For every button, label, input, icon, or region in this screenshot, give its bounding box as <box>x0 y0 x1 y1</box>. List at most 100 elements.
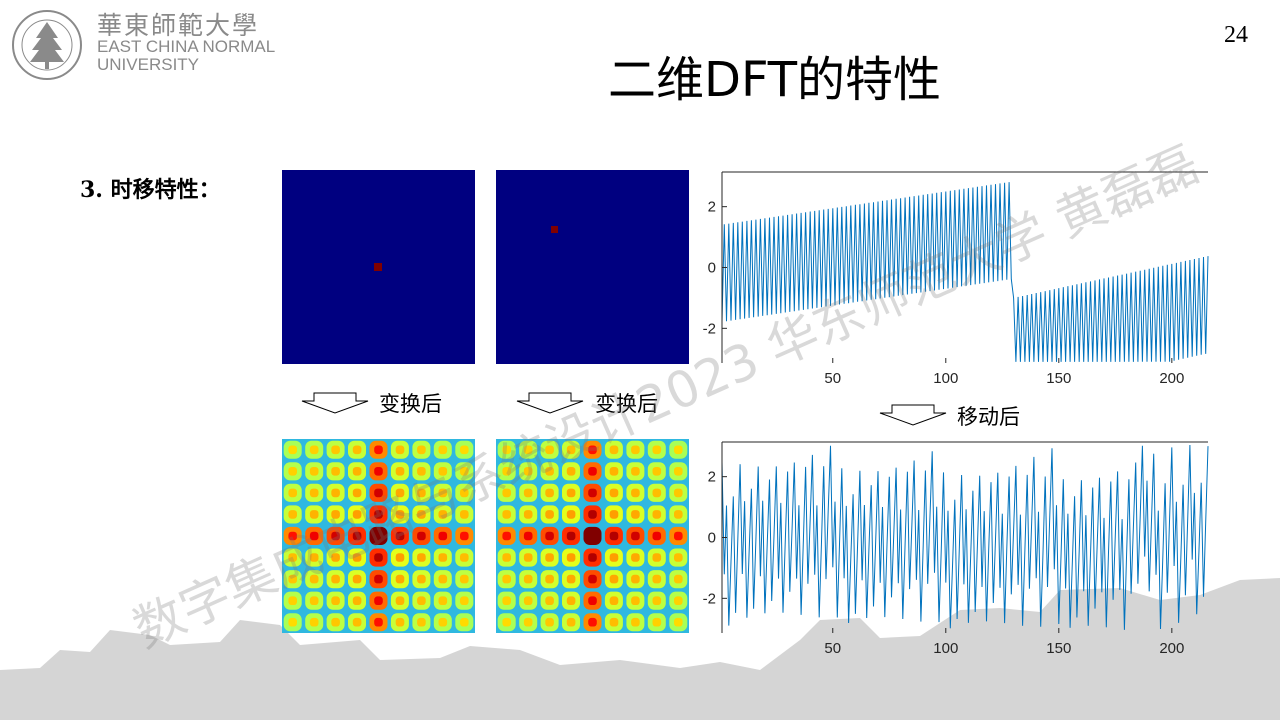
transform-label-left: 变换后 <box>379 392 442 416</box>
spectrum-lobe-core <box>631 510 640 519</box>
spectrum-lobe-core <box>331 596 340 605</box>
spectrum-lobe-core <box>460 531 469 541</box>
spectrum-lobe-core <box>545 488 554 498</box>
spectrum-lobe-core <box>545 596 554 605</box>
spectrum-lobe-core <box>652 574 662 584</box>
phase-series-line <box>721 444 1209 630</box>
spectrum-lobe-core <box>460 596 469 605</box>
spectrum-lobe-core <box>566 488 576 498</box>
spectrum-lobe-core <box>309 445 319 455</box>
spectrum-lobe-core <box>609 488 619 498</box>
spectrum-lobe-core <box>566 553 576 562</box>
spectrum-lobe-core <box>460 553 469 562</box>
spectrum-lobe-core <box>588 553 597 562</box>
magnitude-spectrum-original <box>282 439 475 633</box>
spectrum-lobe-core <box>523 553 533 562</box>
spectrum-lobe-core <box>460 510 469 519</box>
spectrum-lobe-core <box>438 445 448 455</box>
spectrum-lobe-core <box>417 510 426 519</box>
spectrum-lobe-core <box>352 617 362 627</box>
logo-chinese-name: 華東師範大學 <box>97 11 260 40</box>
x-tick-label: 150 <box>1046 640 1071 657</box>
campus-skyline-background <box>0 578 1280 720</box>
spectrum-lobe-core <box>523 510 533 519</box>
y-tick-label: -2 <box>703 320 716 337</box>
spectrum-lobe-core <box>631 553 640 562</box>
y-tick-label: 2 <box>708 469 716 486</box>
x-tick-label: 200 <box>1159 640 1184 657</box>
logo-english-line2: UNIVERSITY <box>97 55 200 74</box>
spectrum-lobe-core <box>674 531 683 541</box>
spectrum-lobe-core <box>502 488 511 498</box>
spectrum-lobe-core <box>545 531 554 541</box>
down-arrow-right-icon <box>879 404 947 426</box>
spectrum-lobe-core <box>417 553 426 562</box>
spectrum-lobe-core <box>502 510 511 519</box>
spectrum-lobe-core <box>288 510 297 519</box>
spectrum-lobe-core <box>652 617 662 627</box>
spectrum-lobe-core <box>331 531 340 541</box>
spectrum-lobe-core <box>438 488 448 498</box>
spectrum-lobe-core <box>309 596 319 605</box>
spectrum-lobe-core <box>588 596 597 605</box>
page-number: 24 <box>1224 22 1248 48</box>
spectrum-lobe-core <box>395 531 405 541</box>
impulse-point <box>374 263 382 271</box>
spectrum-lobe-core <box>609 531 619 541</box>
original-impulse-image <box>282 170 475 364</box>
spectrum-lobe-core <box>331 445 340 455</box>
spectrum-lobe-core <box>674 488 683 498</box>
spectrum-lobe-core <box>502 445 511 455</box>
phase-chart-bottom: 50 100 150 200 2 0 -2 <box>703 441 1209 657</box>
spectrum-lobe-core <box>460 445 469 455</box>
spectrum-lobe-core <box>331 510 340 519</box>
spectrum-lobe-core <box>609 617 619 627</box>
spectrum-lobe-core <box>438 531 448 541</box>
image-background <box>496 170 689 364</box>
spectrum-lobe-core <box>288 596 297 605</box>
spectrum-lobe-core <box>674 596 683 605</box>
spectrum-lobe-core <box>395 488 405 498</box>
spectrum-lobe-core <box>566 617 576 627</box>
logo-english-name: EAST CHINA NORMAL UNIVERSITY <box>97 38 275 74</box>
spectrum-lobe-core <box>523 488 533 498</box>
spectrum-lobe-core <box>288 553 297 562</box>
spectrum-lobe-core <box>352 488 362 498</box>
spectrum-lobe-core <box>609 510 619 519</box>
phase-series-line <box>721 182 1209 362</box>
spectrum-lobe-core <box>631 445 640 455</box>
spectrum-lobe-core <box>352 467 362 476</box>
spectrum-lobe-core <box>588 574 597 584</box>
spectrum-lobe-core <box>460 617 469 627</box>
spectrum-lobe-core <box>460 574 469 584</box>
spectrum-lobe-core <box>395 574 405 584</box>
spectrum-lobe-core <box>631 596 640 605</box>
spectrum-lobe-core <box>609 596 619 605</box>
university-logo <box>12 10 82 80</box>
spectrum-lobe-core <box>309 531 319 541</box>
spectrum-lobe-core <box>652 510 662 519</box>
spectrum-lobe-core <box>588 510 597 519</box>
spectrum-lobe-core <box>374 617 383 627</box>
spectrum-lobe-core <box>352 531 362 541</box>
spectrum-lobe-core <box>523 596 533 605</box>
x-tick-label: 150 <box>1046 370 1071 387</box>
spectrum-lobe-core <box>417 574 426 584</box>
spectrum-lobe-core <box>374 574 383 584</box>
spectrum-lobe-core <box>460 488 469 498</box>
spectrum-lobe-core <box>566 596 576 605</box>
shift-label-right: 移动后 <box>957 405 1020 429</box>
spectrum-lobe-core <box>331 553 340 562</box>
section-label: 3. 时移特性： <box>80 177 221 203</box>
spectrum-lobe-core <box>502 531 511 541</box>
spectrum-lobe-core <box>631 617 640 627</box>
spectrum-lobe-core <box>545 574 554 584</box>
spectrum-lobe-core <box>523 445 533 455</box>
spectrum-lobe-core <box>438 617 448 627</box>
spectrum-lobe-core <box>395 445 405 455</box>
y-tick-label: -2 <box>703 590 716 607</box>
spectrum-lobe-core <box>609 467 619 476</box>
spectrum-lobe-core <box>566 574 576 584</box>
spectrum-lobe-core <box>566 445 576 455</box>
spectrum-lobe-core <box>609 445 619 455</box>
